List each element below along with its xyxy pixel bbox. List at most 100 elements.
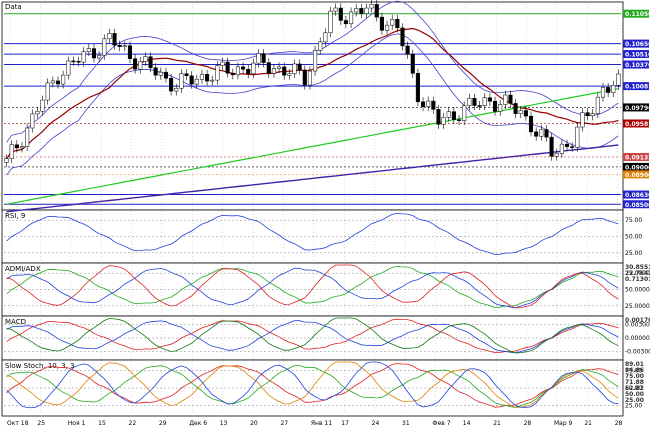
candle-body [256,53,261,64]
candle-body [518,110,523,114]
indicator-series-line [6,318,619,354]
x-tick-label: 15 [98,420,106,427]
indicator-value-tag: 22.76472 [625,270,650,277]
candle-body [513,103,518,114]
indicator-value-tag: 71.88 [625,379,644,386]
candle-body [189,75,194,85]
candle-body [50,80,55,84]
candle-body [580,112,585,128]
indicator-value-tag: 62.82 [625,385,644,392]
price-tag-box [623,162,649,171]
candle-body [338,7,343,21]
price-tag-label: 0.09000 [625,164,650,171]
candle-body [117,44,122,47]
candle-body [374,4,379,18]
candle-body [354,8,359,13]
candle-body [112,33,117,46]
candle-body [472,97,477,106]
candle-body [369,4,374,9]
macd-panel-title: MACD [5,318,26,326]
candle-body [205,74,210,82]
price-tag-box [623,152,649,161]
candle-body [328,10,333,34]
x-tick-label: 20 [250,420,258,427]
price-tag-label: 0.10510 [625,52,650,59]
candle-body [595,96,600,114]
candle-body [230,72,235,76]
price-tag-box [623,200,649,209]
indicator-value-tag: 0.00170 [625,317,650,324]
price-tag-box [623,9,649,18]
candle-body [220,61,225,66]
x-tick-label: 25 [37,420,45,427]
candle-body [313,50,318,72]
candle-body [436,109,441,125]
x-tick-label: 29 [159,420,167,427]
indicator-level-label: 75.0000 [625,270,650,277]
candle-body [86,48,91,52]
candle-body [302,69,307,86]
indicator-series-line [6,317,619,354]
x-axis: Окт 18 25 Ноя 1 15 22 29 Дек 6 13 20 27 Янв 11 17 24… [7,420,623,427]
candle-body [405,45,410,55]
candle-body [349,11,354,25]
candle-body [564,143,570,147]
candle-body [292,63,297,74]
rsi-panel-title: RSI, 9 [5,212,25,220]
candle-body [81,51,86,63]
candle-body [554,153,559,157]
ma-slow [6,144,619,213]
indicator-level-label: 50.00 [625,234,642,241]
candle-body [451,111,456,120]
indicator-level-label: 50.00 [625,385,642,392]
candle-body [611,85,616,93]
candle-body [25,127,30,147]
candle-body [76,60,81,63]
indicator-value-tag: 30.85512 [625,264,650,271]
x-tick-label: Ноя 1 [68,420,86,427]
candle-body [199,74,205,80]
candle-body [102,38,107,56]
candle-body [600,87,606,98]
candle-body [133,58,138,70]
candle-body [323,32,328,43]
candle-body [307,70,312,86]
candle-body [40,99,45,112]
candle-body [4,158,9,163]
candle-body [359,8,364,14]
indicator-lines: 75.0050.0025.0075.000050.000025.000030.8… [4,212,650,409]
price-tag-label: 0.10370 [625,62,650,69]
price-tag-label: 0.09581 [625,121,650,128]
indicator-level-label: 75.00 [625,368,642,375]
indicator-series-line [6,265,619,309]
price-tag-box [623,190,649,199]
price-tags: 0.11050 0.10650 0.10510 0.10370 0.10081 0.097… [623,9,650,209]
candle-body [9,144,14,159]
x-tick-label: 21 [584,420,592,427]
candle-body [379,16,384,31]
candle-body [55,80,61,85]
candle-body [246,68,251,75]
x-tick-label: Мар 9 [554,420,573,427]
candle-body [534,131,539,137]
candle-body [585,112,590,117]
candle-body [498,104,503,112]
candle-body [559,143,564,154]
candle-body [19,146,25,149]
x-tick-label: 28 [615,420,623,427]
candle-body [420,101,426,107]
indicator-level-label: 25.0000 [625,303,650,310]
candle-body [241,66,246,70]
candle-body [169,78,174,92]
indicator-level-label: -0.00300 [625,348,650,355]
indicator-value-tag: 75.00 [625,373,644,380]
price-tag-label: 0.08500 [625,202,650,209]
indicator-value-tag: 25.00 [625,397,644,404]
candle-body [426,100,431,107]
x-tick-label: Окт 18 [7,420,29,427]
candle-body [503,94,508,105]
candle-body [71,60,76,63]
candle-body [446,111,451,118]
candle-body [91,48,97,59]
